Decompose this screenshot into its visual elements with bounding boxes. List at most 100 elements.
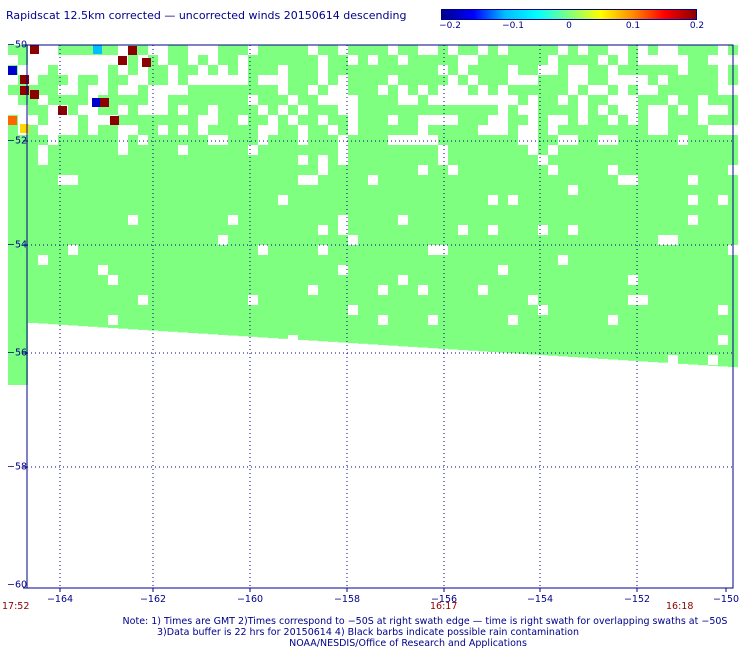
wind-cell bbox=[258, 225, 268, 235]
wind-cell bbox=[8, 185, 18, 195]
wind-cell bbox=[668, 75, 678, 85]
wind-cell bbox=[88, 225, 98, 235]
wind-cell bbox=[518, 295, 528, 305]
wind-cell bbox=[418, 325, 428, 335]
wind-cell-extreme bbox=[20, 124, 29, 133]
wind-cell bbox=[358, 235, 368, 245]
wind-cell bbox=[718, 325, 728, 335]
wind-cell bbox=[418, 145, 428, 155]
wind-cell bbox=[388, 85, 398, 95]
wind-cell bbox=[698, 135, 708, 145]
wind-cell bbox=[428, 275, 438, 285]
wind-cell bbox=[438, 345, 448, 349]
wind-cell bbox=[328, 255, 338, 265]
wind-cell bbox=[98, 285, 108, 295]
wind-cell bbox=[568, 155, 578, 165]
wind-cell bbox=[128, 175, 138, 185]
wind-cell bbox=[618, 195, 628, 205]
wind-cell bbox=[188, 275, 198, 285]
wind-cell bbox=[78, 235, 88, 245]
wind-cell bbox=[648, 185, 658, 195]
wind-cell bbox=[588, 225, 598, 235]
wind-cell bbox=[668, 195, 678, 205]
wind-cell bbox=[698, 245, 708, 255]
wind-cell bbox=[508, 265, 518, 275]
wind-cell bbox=[518, 205, 528, 215]
wind-cell bbox=[528, 245, 538, 255]
wind-cell bbox=[458, 155, 468, 165]
wind-cell bbox=[398, 345, 408, 347]
wind-cell bbox=[118, 255, 128, 265]
wind-cell bbox=[248, 235, 258, 245]
wind-cell bbox=[468, 85, 478, 95]
wind-cell bbox=[8, 325, 18, 335]
wind-cell bbox=[328, 135, 338, 145]
wind-cell bbox=[618, 155, 628, 165]
wind-cell bbox=[248, 325, 258, 335]
wind-cell bbox=[718, 215, 728, 225]
wind-cell bbox=[358, 115, 368, 125]
wind-cell bbox=[668, 85, 678, 95]
wind-cell bbox=[378, 135, 388, 145]
wind-cell bbox=[298, 285, 308, 295]
wind-cell bbox=[158, 75, 168, 85]
wind-cell bbox=[18, 95, 28, 105]
wind-cell bbox=[248, 245, 258, 255]
wind-cell bbox=[108, 95, 118, 105]
wind-cell bbox=[688, 145, 698, 155]
wind-cell bbox=[628, 65, 638, 75]
wind-cell bbox=[528, 155, 538, 165]
wind-cell bbox=[388, 225, 398, 235]
wind-cell bbox=[208, 225, 218, 235]
wind-cell bbox=[638, 235, 648, 245]
wind-cell bbox=[538, 115, 548, 125]
wind-cell bbox=[238, 245, 248, 255]
wind-cell bbox=[38, 305, 48, 315]
wind-cell bbox=[668, 65, 678, 75]
wind-cell bbox=[448, 245, 458, 255]
wind-cell bbox=[308, 295, 318, 305]
wind-cell bbox=[468, 165, 478, 175]
wind-cell bbox=[698, 215, 708, 225]
wind-cell bbox=[648, 95, 658, 105]
wind-cell bbox=[598, 265, 608, 275]
wind-cell bbox=[588, 135, 598, 145]
wind-cell bbox=[18, 375, 28, 385]
wind-cell bbox=[538, 255, 548, 265]
wind-cell bbox=[378, 235, 388, 245]
wind-cell bbox=[638, 65, 648, 75]
wind-cell bbox=[678, 275, 688, 285]
wind-cell bbox=[108, 215, 118, 225]
wind-cell bbox=[38, 265, 48, 275]
wind-cell bbox=[508, 45, 518, 55]
wind-cell bbox=[648, 255, 658, 265]
wind-cell bbox=[368, 75, 378, 85]
wind-cell bbox=[568, 345, 578, 355]
wind-cell bbox=[358, 205, 368, 215]
wind-cell bbox=[668, 345, 678, 355]
wind-cell bbox=[538, 195, 548, 205]
wind-cell bbox=[658, 85, 668, 95]
wind-cell bbox=[68, 95, 78, 105]
wind-cell bbox=[348, 175, 358, 185]
wind-cell bbox=[228, 305, 238, 315]
wind-cell bbox=[458, 135, 468, 145]
wind-cell bbox=[228, 115, 238, 125]
wind-cell bbox=[508, 275, 518, 285]
wind-cell bbox=[78, 145, 88, 155]
wind-cell bbox=[628, 315, 638, 325]
wind-cell bbox=[268, 85, 278, 95]
wind-cell bbox=[258, 235, 268, 245]
wind-cell bbox=[668, 325, 678, 335]
wind-cell bbox=[308, 245, 318, 255]
wind-cell bbox=[328, 315, 338, 325]
wind-cell bbox=[608, 355, 618, 360]
wind-cell bbox=[158, 235, 168, 245]
wind-cell bbox=[308, 305, 318, 315]
wind-cell bbox=[228, 265, 238, 275]
wind-cell bbox=[48, 175, 58, 185]
wind-cell bbox=[268, 305, 278, 315]
wind-cell bbox=[198, 305, 208, 315]
wind-cell bbox=[28, 225, 38, 235]
wind-cell bbox=[238, 195, 248, 205]
